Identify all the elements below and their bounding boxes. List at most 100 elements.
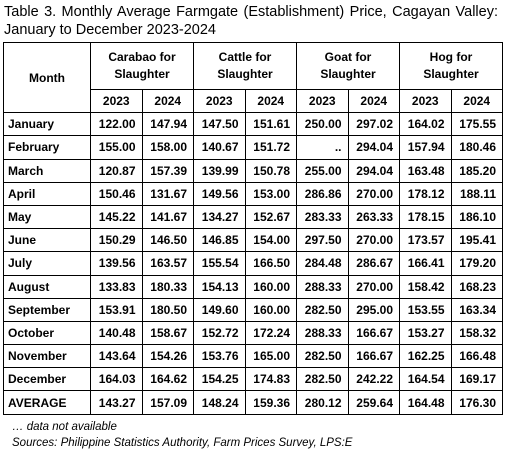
price-cell: 153.55 [399, 297, 452, 322]
price-cell: 154.26 [141, 344, 194, 369]
month-cell: August [3, 274, 91, 299]
notes: … data not available Sources: Philippine … [12, 419, 352, 451]
header-row: Month Carabao for Slaughter Cattle for Sla… [3, 41, 503, 114]
price-cell: 152.67 [244, 204, 297, 230]
price-cell: 153.00 [244, 181, 297, 206]
price-cell: 158.67 [141, 320, 194, 346]
price-cell: 153.76 [193, 344, 246, 369]
price-cell: 150.46 [90, 181, 143, 206]
price-cell: 164.48 [399, 390, 452, 415]
month-cell: November [3, 344, 91, 369]
price-cell: 168.23 [450, 274, 503, 299]
price-cell: 297.02 [347, 112, 400, 137]
price-cell: 174.83 [244, 367, 297, 392]
price-cell: 180.50 [141, 297, 194, 322]
price-cell: 242.22 [347, 367, 400, 392]
month-cell: May [3, 204, 91, 230]
price-cell: 131.67 [141, 181, 194, 206]
price-cell: 139.56 [90, 251, 143, 276]
price-cell: 166.67 [347, 320, 400, 346]
price-cell: 180.46 [450, 135, 503, 160]
month-cell: July [3, 251, 91, 276]
price-cell: 294.04 [347, 158, 400, 183]
table-body: January 122.00 147.94 147.50 151.61 250.00 297… [3, 112, 503, 415]
data-row: AVERAGE 143.27 157.09 148.24 159.36 280.12 259… [3, 390, 503, 415]
price-cell: 134.27 [193, 204, 246, 230]
price-cell: 166.67 [347, 344, 400, 369]
table-head: Month Carabao for Slaughter Cattle for Sla… [3, 41, 503, 114]
price-cell: 150.29 [90, 228, 143, 253]
price-cell: 280.12 [296, 390, 349, 415]
price-cell: 282.50 [296, 344, 349, 369]
note: Sources: Philippine Statistics Authority… [12, 437, 353, 449]
month-cell: December [3, 367, 91, 392]
year-header: 2024 [450, 88, 503, 114]
month-cell: AVERAGE [3, 390, 91, 415]
price-cell: 270.00 [347, 181, 400, 206]
price-cell: 160.00 [244, 274, 297, 299]
price-cell: 147.94 [141, 112, 194, 137]
price-cell: 288.33 [296, 274, 349, 299]
price-cell: 263.33 [347, 204, 400, 230]
group-header: Cattle for Slaughter [193, 42, 297, 90]
price-cell: 178.12 [399, 181, 452, 206]
price-cell: 151.72 [244, 135, 297, 160]
price-cell: 163.34 [450, 297, 503, 322]
price-cell: 250.00 [296, 112, 349, 137]
price-cell: 150.78 [244, 158, 297, 183]
price-cell: 172.24 [244, 320, 297, 346]
price-cell: 153.27 [399, 320, 452, 346]
price-cell: 148.24 [193, 390, 246, 415]
year-row: 2023 2024 2023 2024 2023 2024 2023 2024 [4, 88, 503, 114]
price-cell: 151.61 [244, 112, 297, 137]
month-cell: September [3, 297, 91, 322]
price-cell: 195.41 [450, 228, 503, 253]
price-cell: 255.00 [296, 158, 349, 183]
price-cell: 133.83 [90, 274, 143, 299]
price-cell: 188.11 [450, 181, 503, 206]
table-title: Table 3. Monthly Average Farmgate (Estab… [4, 4, 498, 38]
price-cell: 146.85 [193, 228, 246, 253]
price-cell: 169.17 [450, 367, 503, 392]
price-cell: 163.57 [141, 251, 194, 276]
price-cell: 159.36 [244, 390, 297, 415]
price-cell: 270.00 [347, 274, 400, 299]
year-header: 2023 [193, 88, 246, 114]
price-cell: 178.15 [399, 204, 452, 230]
year-header: 2024 [244, 88, 297, 114]
month-cell: June [3, 228, 91, 253]
price-cell: 259.64 [347, 390, 400, 415]
price-cell: 297.50 [296, 228, 349, 253]
month-cell: October [3, 320, 91, 346]
group-header: Hog for Slaughter [399, 42, 503, 90]
price-cell: 149.60 [193, 297, 246, 322]
price-cell: 270.00 [347, 228, 400, 253]
year-header: 2023 [296, 88, 349, 114]
month-cell: March [3, 158, 91, 183]
data-row: May 145.22 141.67 134.27 152.67 283.33 263.33 1… [3, 204, 503, 230]
price-cell: 173.57 [399, 228, 452, 253]
price-cell: 282.50 [296, 297, 349, 322]
price-cell: 166.50 [244, 251, 297, 276]
price-cell: .. [296, 135, 349, 160]
price-cell: 147.50 [193, 112, 246, 137]
price-cell: 164.62 [141, 367, 194, 392]
price-cell: 139.99 [193, 158, 246, 183]
price-cell: 141.67 [141, 204, 194, 230]
price-cell: 146.50 [141, 228, 194, 253]
price-cell: 175.55 [450, 112, 503, 137]
data-row: September 153.91 180.50 149.60 160.00 282.50 2… [3, 297, 503, 322]
price-cell: 165.00 [244, 344, 297, 369]
price-cell: 143.64 [90, 344, 143, 369]
price-cell: 154.00 [244, 228, 297, 253]
month-header: Month [3, 41, 91, 114]
month-cell: January [3, 112, 91, 137]
price-cell: 186.10 [450, 204, 503, 230]
month-cell: April [3, 181, 91, 206]
price-cell: 295.00 [347, 297, 400, 322]
price-cell: 180.33 [141, 274, 194, 299]
price-cell: 164.03 [90, 367, 143, 392]
year-header: 2024 [141, 88, 194, 114]
price-cell: 149.56 [193, 181, 246, 206]
